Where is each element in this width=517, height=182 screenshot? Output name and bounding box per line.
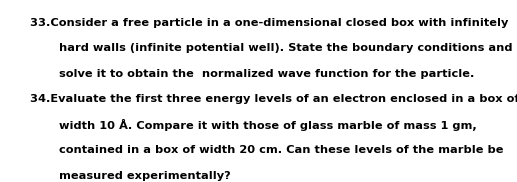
Text: width 10 Å. Compare it with those of glass marble of mass 1 gm,: width 10 Å. Compare it with those of gla… [59, 119, 477, 131]
Text: hard walls (infinite potential well). State the boundary conditions and: hard walls (infinite potential well). St… [59, 43, 513, 53]
Text: solve it to obtain the  normalized wave function for the particle.: solve it to obtain the normalized wave f… [59, 69, 475, 79]
Text: 33.Consider a free particle in a one-dimensional closed box with infinitely: 33.Consider a free particle in a one-dim… [30, 18, 508, 28]
Text: measured experimentally?: measured experimentally? [59, 171, 231, 181]
Text: contained in a box of width 20 cm. Can these levels of the marble be: contained in a box of width 20 cm. Can t… [59, 145, 504, 155]
Text: 34.Evaluate the first three energy levels of an electron enclosed in a box of: 34.Evaluate the first three energy level… [30, 94, 517, 104]
